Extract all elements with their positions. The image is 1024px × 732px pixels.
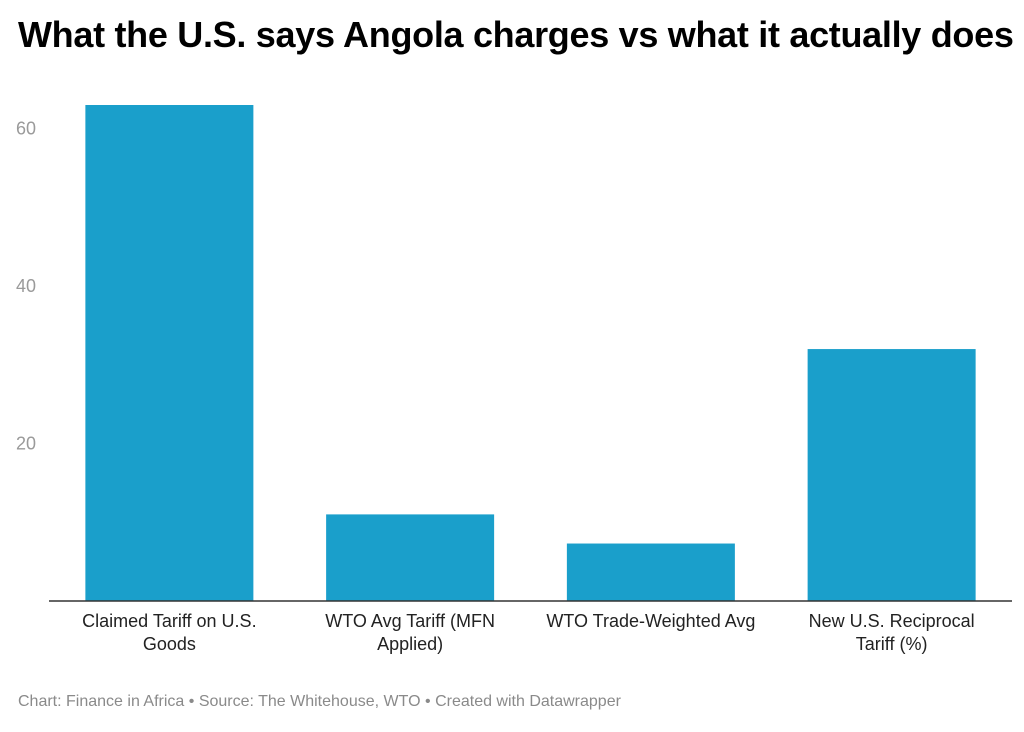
chart-title: What the U.S. says Angola charges vs wha… xyxy=(18,14,1014,55)
y-axis-ticks: 20 40 60 xyxy=(16,119,36,454)
bars xyxy=(85,105,976,601)
bar xyxy=(326,514,495,601)
category-label: New U.S. Reciprocal Tariff (%) xyxy=(809,611,975,654)
x-axis-labels: Claimed Tariff on U.S. Goods WTO Avg Tarif… xyxy=(82,611,974,654)
category-label: WTO Trade-Weighted Avg xyxy=(546,611,755,631)
y-tick-label: 40 xyxy=(16,276,36,296)
category-label: Claimed Tariff on U.S. Goods xyxy=(82,611,256,654)
footer-separator: • xyxy=(425,693,431,710)
bar xyxy=(807,349,976,601)
chart-tool-credit: Created with Datawrapper xyxy=(435,693,621,710)
bar xyxy=(85,105,254,601)
chart-credit: Chart: Finance in Africa xyxy=(18,693,185,710)
chart-footer: Chart: Finance in Africa • Source: The W… xyxy=(18,693,621,711)
bar xyxy=(566,543,735,601)
category-label: WTO Avg Tariff (MFN Applied) xyxy=(325,611,495,654)
y-tick-label: 60 xyxy=(16,119,36,139)
bar-chart: 20 40 60 Claimed Tariff on U.S. Goods WTO Av… xyxy=(16,105,1012,654)
footer-separator: • xyxy=(188,693,195,710)
y-tick-label: 20 xyxy=(16,434,36,454)
chart-source: Source: The Whitehouse, WTO xyxy=(198,693,421,710)
